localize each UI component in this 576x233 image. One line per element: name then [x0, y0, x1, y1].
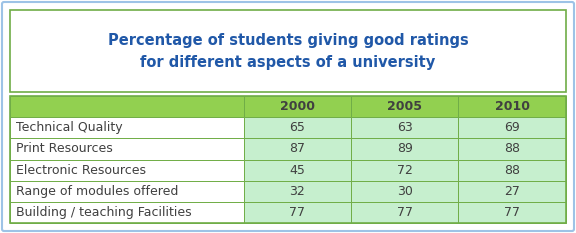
Bar [351, 181, 458, 202]
Text: 32: 32 [289, 185, 305, 198]
Bar [10, 96, 566, 223]
Bar [244, 181, 351, 202]
Text: Percentage of students giving good ratings: Percentage of students giving good ratin… [108, 32, 468, 48]
Text: 69: 69 [505, 121, 520, 134]
Text: 88: 88 [504, 164, 520, 177]
Bar [458, 138, 566, 160]
Text: Electronic Resources: Electronic Resources [16, 164, 146, 177]
Bar [244, 202, 351, 223]
Text: for different aspects of a university: for different aspects of a university [141, 55, 435, 69]
Text: 2010: 2010 [495, 100, 530, 113]
Text: 77: 77 [289, 206, 305, 219]
Bar [351, 160, 458, 181]
Bar [244, 160, 351, 181]
Text: 77: 77 [397, 206, 413, 219]
Text: Print Resources: Print Resources [16, 142, 113, 155]
Text: 88: 88 [504, 142, 520, 155]
Text: 63: 63 [397, 121, 412, 134]
Text: 2005: 2005 [387, 100, 422, 113]
Bar [351, 138, 458, 160]
Text: 27: 27 [504, 185, 520, 198]
Bar [244, 117, 351, 138]
Bar [10, 202, 244, 223]
Bar [351, 202, 458, 223]
Bar [10, 181, 244, 202]
Text: 30: 30 [397, 185, 412, 198]
Bar [244, 96, 351, 117]
Text: 77: 77 [504, 206, 520, 219]
Text: 87: 87 [289, 142, 305, 155]
Bar [244, 138, 351, 160]
Bar [351, 117, 458, 138]
Text: Technical Quality: Technical Quality [16, 121, 123, 134]
Bar [458, 202, 566, 223]
Text: Range of modules offered: Range of modules offered [16, 185, 179, 198]
Bar [458, 160, 566, 181]
Bar [10, 138, 244, 160]
Text: 89: 89 [397, 142, 412, 155]
Bar [351, 96, 458, 117]
Text: 72: 72 [397, 164, 412, 177]
Text: 65: 65 [289, 121, 305, 134]
Bar [458, 96, 566, 117]
Bar [10, 117, 244, 138]
Bar [10, 96, 244, 117]
Bar [458, 181, 566, 202]
Text: Building / teaching Facilities: Building / teaching Facilities [16, 206, 192, 219]
Text: 45: 45 [289, 164, 305, 177]
Bar [10, 10, 566, 92]
Text: 2000: 2000 [280, 100, 314, 113]
Bar [458, 117, 566, 138]
Bar [10, 160, 244, 181]
